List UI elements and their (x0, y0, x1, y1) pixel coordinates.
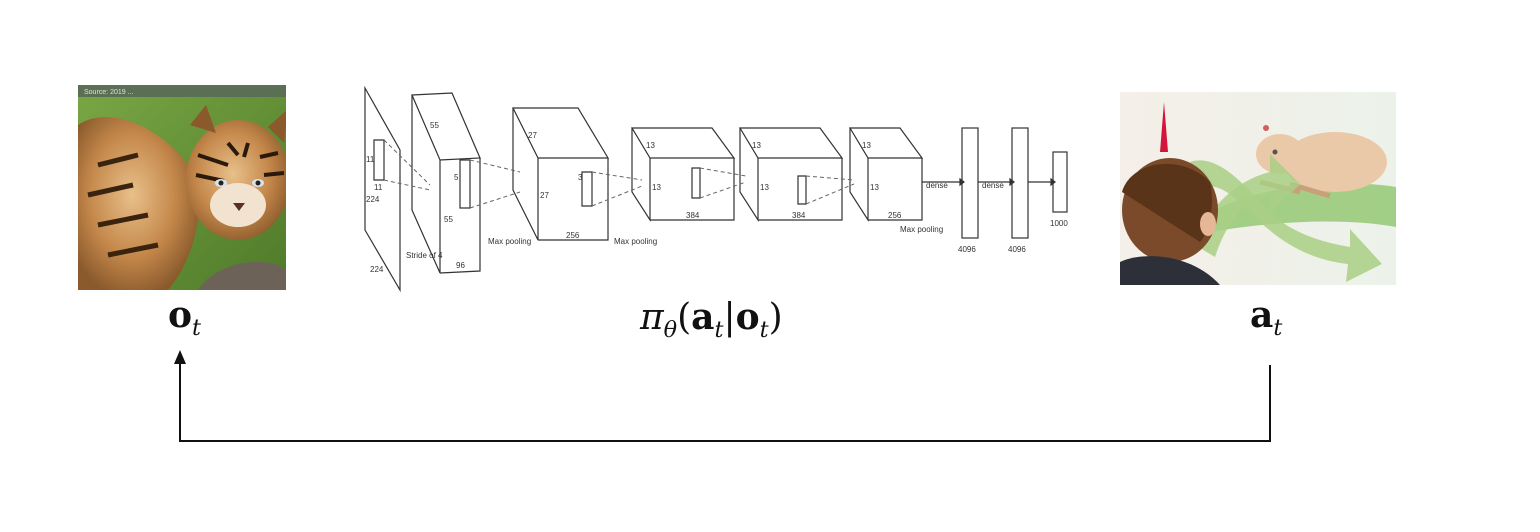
fc1-size: 4096 (958, 245, 976, 254)
policy-action-subscript: t (714, 316, 724, 343)
conv1-block (411, 92, 481, 274)
conv1-side: 55 (430, 121, 439, 130)
conv2-block (512, 107, 610, 241)
conv3-side: 13 (646, 141, 655, 150)
cnn-architecture-diagram: 11 11 224 224 55 55 5 96 Stride of 4 27 … (364, 85, 1068, 293)
conv2-side: 27 (528, 131, 537, 140)
input-kernel-w: 11 (374, 183, 383, 192)
conv5-block (848, 127, 924, 223)
input-kernel-h: 11 (366, 155, 375, 164)
input-width: 224 (370, 265, 384, 274)
action-image (1120, 92, 1396, 285)
conv3-block (630, 127, 736, 223)
dense1-label: dense (926, 181, 948, 190)
policy-pi: π (640, 297, 664, 338)
fc2-size: 4096 (1008, 245, 1026, 254)
photo-caption: Source: 2019 ... (84, 89, 133, 96)
pool3-label: Max pooling (900, 225, 943, 234)
tiger-photo: Source: 2019 ... (78, 85, 290, 290)
conv1-depth: 96 (456, 261, 465, 270)
conv5-side-2: 13 (870, 183, 879, 192)
observation-label: ot (168, 294, 201, 341)
observation-symbol: o (168, 294, 193, 336)
policy-label: πθ(at|ot) (640, 296, 783, 343)
fc3-size: 1000 (1050, 219, 1068, 228)
conv4-side: 13 (752, 141, 761, 150)
conv4-depth: 384 (792, 211, 806, 220)
conv2-depth: 256 (566, 231, 580, 240)
action-symbol: a (1250, 294, 1274, 336)
conv3-side-2: 13 (652, 183, 661, 192)
policy-theta: θ (663, 316, 678, 343)
action-illustration (1120, 92, 1396, 285)
conv2-kernel: 3 (578, 173, 583, 182)
conv1-kernel: 5 (454, 173, 459, 182)
policy-action: a (691, 296, 715, 338)
conv1-side-2: 55 (444, 215, 453, 224)
conv5-side: 13 (862, 141, 871, 150)
policy-observation-subscript: t (759, 316, 769, 343)
dense2-label: dense (982, 181, 1004, 190)
arrow-head-icon (174, 350, 186, 364)
pool2-label: Max pooling (614, 237, 657, 246)
conv2-side-2: 27 (540, 191, 549, 200)
conv4-side-2: 13 (760, 183, 769, 192)
input-height: 224 (366, 195, 380, 204)
conv3-depth: 384 (686, 211, 700, 220)
observation-image: Source: 2019 ... (78, 85, 290, 290)
policy-observation: o (735, 296, 760, 338)
action-label: at (1250, 294, 1282, 341)
action-subscript: t (1273, 314, 1283, 341)
observation-subscript: t (192, 314, 201, 341)
stride-label: Stride of 4 (406, 251, 443, 260)
pool1-label: Max pooling (488, 237, 531, 246)
conv5-depth: 256 (888, 211, 902, 220)
